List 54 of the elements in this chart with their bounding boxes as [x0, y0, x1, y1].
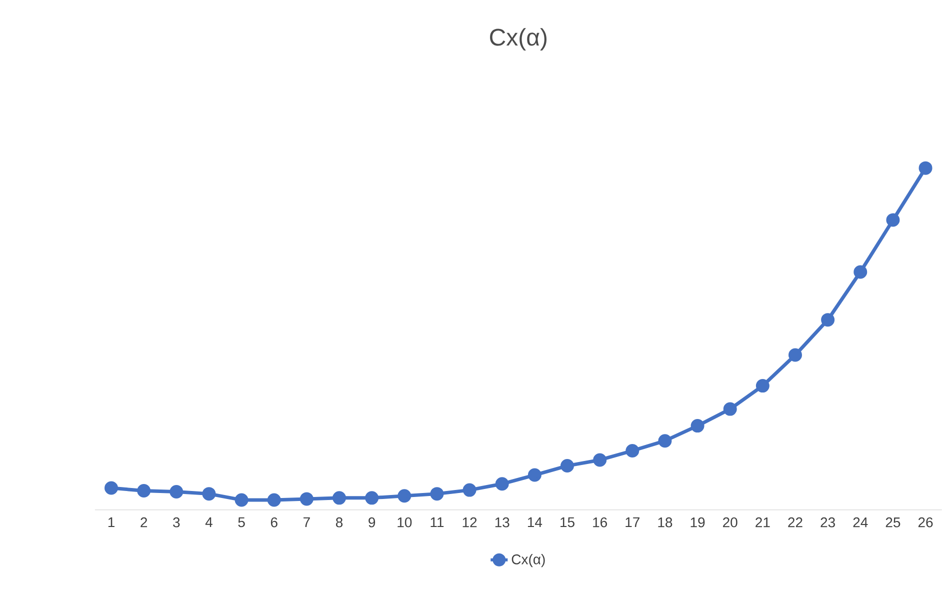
- point: [821, 313, 835, 327]
- point: [918, 161, 932, 175]
- x-tick-label: 21: [756, 517, 770, 528]
- point: [854, 265, 868, 279]
- x-tick-label: 1: [108, 517, 114, 528]
- x-tick-label: 24: [853, 517, 868, 528]
- x-tick-label: 25: [886, 517, 900, 528]
- x-tick-label: 19: [690, 517, 705, 528]
- point: [332, 491, 346, 505]
- point: [137, 484, 151, 498]
- point: [626, 444, 640, 458]
- point: [462, 483, 476, 497]
- point: [202, 487, 216, 501]
- x-tick-label: 26: [918, 517, 933, 528]
- chart-title: Cx(α): [490, 28, 546, 51]
- point: [365, 491, 379, 505]
- x-tick-label: 6: [270, 517, 278, 528]
- point: [658, 434, 672, 448]
- point: [690, 419, 704, 433]
- point: [267, 493, 281, 507]
- x-tick-label: 18: [658, 517, 672, 528]
- x-tick-label: 15: [560, 517, 574, 528]
- x-tick-label: 11: [430, 517, 444, 528]
- point: [234, 493, 248, 507]
- x-tick-label: 7: [304, 517, 310, 528]
- point: [593, 453, 607, 467]
- x-tick-label: 4: [205, 517, 212, 528]
- x-tick-label: 3: [173, 517, 180, 528]
- point: [886, 213, 900, 227]
- point: [398, 489, 412, 503]
- legend-label: Cx(α): [512, 554, 545, 568]
- x-tick-label: 22: [788, 517, 802, 528]
- x-tick-label: 8: [336, 517, 343, 528]
- point: [723, 402, 737, 416]
- x-tick-label: 17: [626, 517, 640, 528]
- point: [104, 481, 118, 495]
- x-tick-label: 14: [528, 517, 542, 528]
- point: [300, 492, 314, 506]
- point: [430, 487, 444, 501]
- point: [756, 379, 770, 393]
- x-tick-label: 5: [238, 517, 245, 528]
- point: [528, 468, 542, 482]
- x-tick-label: 16: [593, 517, 607, 528]
- x-tick-label: 23: [820, 517, 835, 528]
- point: [560, 459, 574, 473]
- point: [495, 477, 509, 491]
- x-tick-label: 10: [398, 517, 412, 528]
- x-tick-label: 12: [462, 517, 477, 528]
- point: [788, 348, 802, 362]
- x-tick-label: 20: [723, 517, 738, 528]
- x-tick-label: 13: [495, 517, 510, 528]
- x-tick-label: 2: [140, 517, 148, 528]
- x-tick-label: 9: [368, 517, 376, 528]
- point: [170, 485, 184, 499]
